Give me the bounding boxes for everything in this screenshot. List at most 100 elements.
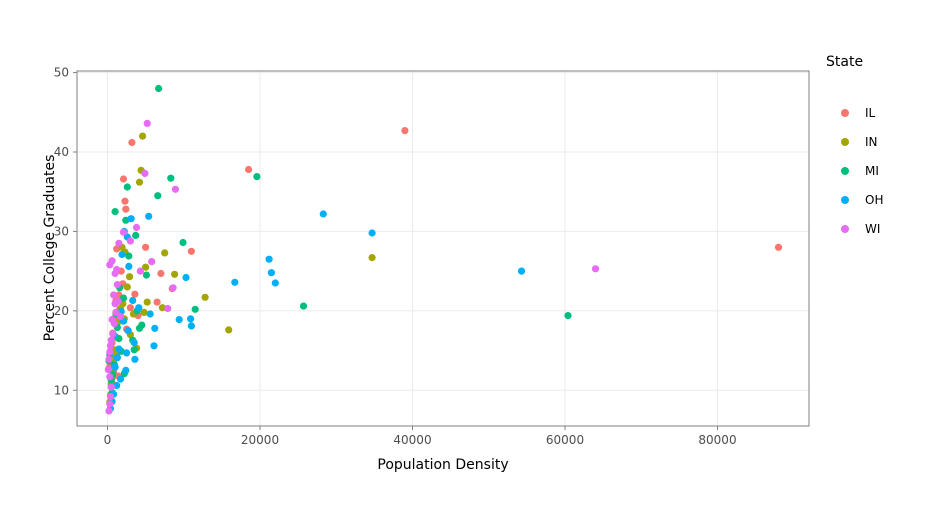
x-tick-label: 0 bbox=[104, 433, 112, 447]
data-point-wi bbox=[105, 407, 113, 415]
data-point-oh bbox=[271, 279, 279, 287]
data-point-il bbox=[245, 165, 253, 174]
data-point-wi bbox=[136, 267, 144, 275]
data-point-mi bbox=[179, 238, 187, 247]
legend: IL IN MI OH WI bbox=[841, 106, 883, 236]
legend-label-in: IN bbox=[865, 135, 878, 149]
data-point-in bbox=[140, 308, 148, 316]
data-point-oh bbox=[182, 273, 190, 282]
y-axis-ticks: 10 20 30 40 50 bbox=[54, 66, 77, 397]
x-axis-ticks: 0 20000 40000 60000 80000 bbox=[104, 426, 737, 447]
data-point-oh bbox=[368, 229, 376, 237]
data-points bbox=[104, 84, 783, 415]
data-point-oh bbox=[115, 345, 123, 353]
y-tick-label: 40 bbox=[54, 145, 69, 159]
data-point-in bbox=[225, 326, 233, 334]
data-point-mi bbox=[132, 231, 140, 239]
x-tick-label: 40000 bbox=[393, 433, 431, 447]
data-point-oh bbox=[267, 269, 275, 277]
data-point-wi bbox=[113, 281, 121, 289]
legend-label-oh: OH bbox=[865, 193, 883, 207]
data-point-wi bbox=[104, 366, 112, 374]
legend-key-wi bbox=[841, 225, 849, 233]
data-point-wi bbox=[126, 237, 134, 245]
data-point-wi bbox=[132, 223, 141, 232]
data-point-in bbox=[139, 132, 147, 140]
data-point-wi bbox=[119, 228, 128, 236]
legend-label-il: IL bbox=[865, 106, 876, 120]
data-point-oh bbox=[319, 210, 327, 218]
data-point-wi bbox=[164, 304, 172, 313]
data-point-il bbox=[128, 138, 136, 147]
data-point-mi bbox=[125, 252, 133, 260]
data-point-wi bbox=[110, 291, 118, 299]
data-point-il bbox=[153, 298, 161, 306]
data-point-wi bbox=[106, 261, 114, 269]
data-point-wi bbox=[106, 348, 114, 356]
data-point-oh bbox=[113, 354, 121, 362]
x-tick-label: 80000 bbox=[698, 433, 736, 447]
data-point-oh bbox=[111, 363, 119, 371]
data-point-oh bbox=[123, 349, 131, 357]
data-point-il bbox=[401, 127, 409, 135]
data-point-mi bbox=[111, 208, 119, 216]
data-point-wi bbox=[106, 393, 115, 401]
data-point-wi bbox=[107, 383, 115, 391]
data-point-oh bbox=[151, 324, 159, 332]
data-point-wi bbox=[111, 269, 119, 278]
data-point-il bbox=[131, 290, 139, 298]
data-point-oh bbox=[113, 381, 121, 390]
legend-title: State bbox=[826, 54, 863, 70]
data-point-il bbox=[157, 269, 165, 278]
data-point-wi bbox=[106, 373, 114, 381]
data-point-oh bbox=[135, 304, 143, 312]
data-point-wi bbox=[105, 355, 113, 363]
data-point-wi bbox=[141, 169, 149, 177]
data-point-mi bbox=[135, 324, 144, 332]
data-point-mi bbox=[167, 174, 175, 182]
legend-key-mi bbox=[841, 167, 849, 175]
data-point-mi bbox=[119, 294, 128, 302]
legend-key-oh bbox=[841, 196, 849, 204]
plot-panel-border bbox=[76, 70, 810, 427]
data-point-in bbox=[126, 273, 134, 281]
data-point-il bbox=[774, 243, 783, 251]
data-point-oh bbox=[175, 316, 183, 324]
y-tick-label: 20 bbox=[54, 304, 69, 318]
data-point-wi bbox=[108, 316, 116, 324]
data-point-mi bbox=[155, 84, 163, 93]
data-point-oh bbox=[131, 355, 139, 363]
data-point-in bbox=[161, 249, 169, 257]
grid-lines bbox=[77, 71, 809, 426]
data-point-il bbox=[119, 175, 128, 183]
data-point-in bbox=[201, 293, 209, 301]
data-point-oh bbox=[127, 215, 135, 223]
legend-key-in bbox=[841, 138, 849, 146]
data-point-wi bbox=[116, 312, 125, 320]
data-point-il bbox=[126, 304, 134, 312]
data-point-in bbox=[143, 298, 151, 306]
y-tick-label: 30 bbox=[54, 224, 69, 238]
data-point-in bbox=[123, 283, 131, 291]
data-point-mi bbox=[253, 173, 261, 181]
data-point-wi bbox=[148, 258, 156, 266]
data-point-wi bbox=[171, 185, 179, 193]
legend-label-mi: MI bbox=[865, 164, 879, 178]
data-point-mi bbox=[142, 271, 150, 279]
x-tick-label: 20000 bbox=[241, 433, 279, 447]
data-point-mi bbox=[564, 312, 572, 320]
data-point-oh bbox=[124, 327, 132, 335]
data-point-in bbox=[368, 254, 376, 262]
data-point-in bbox=[142, 263, 150, 271]
data-point-oh bbox=[187, 322, 195, 330]
data-point-oh bbox=[146, 310, 154, 318]
data-point-oh bbox=[125, 262, 133, 270]
data-point-wi bbox=[111, 300, 119, 308]
data-point-mi bbox=[123, 183, 131, 191]
y-tick-label: 10 bbox=[54, 383, 69, 397]
data-point-in bbox=[171, 270, 179, 278]
data-point-mi bbox=[191, 305, 199, 313]
y-tick-label: 50 bbox=[54, 66, 69, 80]
